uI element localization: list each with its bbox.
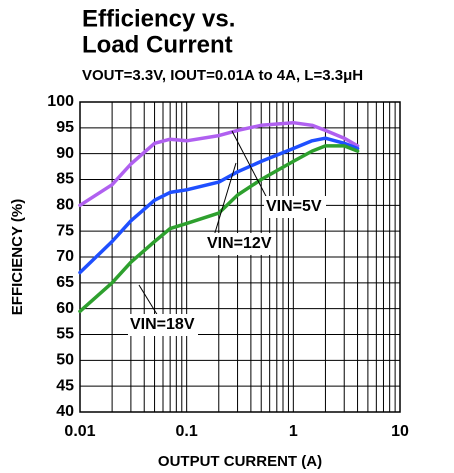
y-tick-label: 55	[56, 326, 74, 343]
x-tick-label: 0.01	[64, 423, 95, 440]
chart-title: Load Current	[82, 31, 233, 58]
series-line	[78, 120, 360, 208]
series-line	[78, 136, 360, 275]
leaders	[138, 130, 269, 317]
y-tick-label: 40	[56, 403, 74, 420]
y-tick-label: 70	[56, 248, 74, 265]
series-line	[78, 144, 360, 314]
chart-subtitle: VOUT=3.3V, IOUT=0.01A to 4A, L=3.3μH	[82, 67, 363, 84]
label-bg	[205, 233, 275, 255]
y-tick-label: 60	[56, 300, 74, 317]
chart-title: Efficiency vs.	[82, 5, 235, 32]
y-tick-label: 45	[56, 377, 74, 394]
y-tick-label: 90	[56, 145, 74, 162]
y-tick-label: 80	[56, 197, 74, 214]
y-axis-label: EFFICIENCY (%)	[9, 199, 26, 315]
y-tick-label: 85	[56, 171, 74, 188]
x-axis-label: OUTPUT CURRENT (A)	[158, 453, 322, 470]
series-label: VIN=18V	[130, 316, 195, 333]
y-tick-label: 50	[56, 352, 74, 369]
label-bg	[264, 196, 326, 218]
grid: 40 45 50 55 60 65 70 75 80 85 90 95 100 0.01 0.1 1 10	[47, 93, 409, 440]
x-tick-label: 1	[289, 423, 298, 440]
label-bg	[128, 314, 198, 336]
x-tick-label: 0.1	[176, 423, 198, 440]
y-tick-label: 75	[56, 222, 74, 239]
lines	[78, 120, 360, 314]
y-tick-label: 100	[47, 93, 74, 110]
x-tick-label: 10	[391, 423, 409, 440]
y-tick-label: 65	[56, 274, 74, 291]
series-label: VIN=12V	[207, 235, 272, 252]
y-tick-label: 95	[56, 119, 74, 136]
series-label: VIN=5V	[266, 198, 322, 215]
